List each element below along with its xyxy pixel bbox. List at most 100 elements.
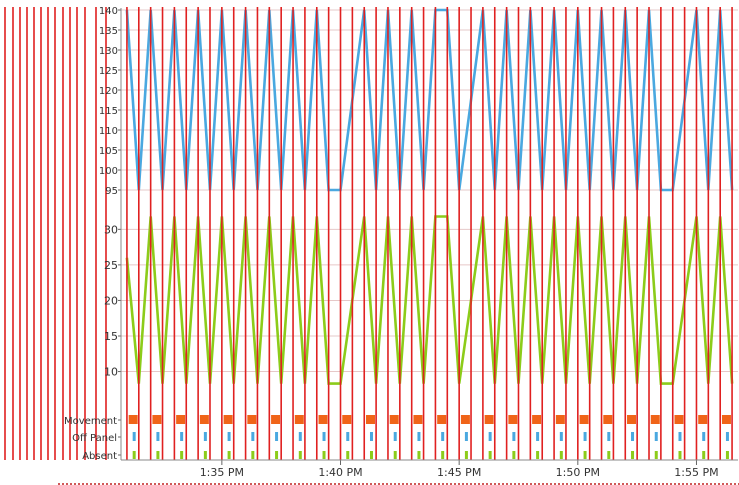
movement-mark xyxy=(721,415,731,424)
off-panel-mark xyxy=(536,432,540,441)
absent-mark xyxy=(298,451,302,459)
vertical-marker-layer xyxy=(4,7,733,460)
absent-mark xyxy=(512,451,516,459)
absent-mark xyxy=(156,451,160,459)
off-panel-mark xyxy=(298,432,302,441)
off-panel-mark xyxy=(702,432,706,441)
y-tick-label: 100 xyxy=(99,166,118,177)
movement-mark xyxy=(532,415,542,424)
y-tick-label: 30 xyxy=(104,223,118,236)
y-tick-label: 115 xyxy=(99,106,118,117)
movement-mark xyxy=(199,415,209,424)
movement-mark xyxy=(484,415,494,424)
off-panel-mark xyxy=(607,432,611,441)
off-panel-mark xyxy=(393,432,397,441)
absent-mark xyxy=(369,451,373,459)
y-tick-label: 140 xyxy=(99,6,118,17)
off-panel-mark xyxy=(156,432,160,441)
movement-mark xyxy=(555,415,565,424)
y-tick-label: 120 xyxy=(99,86,118,97)
absent-mark xyxy=(583,451,587,459)
off-panel-mark xyxy=(346,432,350,441)
movement-mark xyxy=(603,415,613,424)
off-panel-mark xyxy=(132,432,136,441)
off-panel-mark xyxy=(631,432,635,441)
absent-mark xyxy=(346,451,350,459)
y-tick-label: 135 xyxy=(99,26,118,37)
absent-mark xyxy=(725,451,729,459)
movement-mark xyxy=(294,415,304,424)
absent-mark xyxy=(488,451,492,459)
y-tick-label: 125 xyxy=(99,66,118,77)
movement-mark xyxy=(271,415,281,424)
movement-mark xyxy=(674,415,684,424)
axes-layer xyxy=(58,8,739,485)
y-tick-label: 110 xyxy=(99,126,118,137)
off-panel-mark xyxy=(203,432,207,441)
y-tick-label: 105 xyxy=(99,146,118,157)
movement-mark xyxy=(152,415,162,424)
absent-mark xyxy=(464,451,468,459)
off-panel-mark xyxy=(180,432,184,441)
movement-mark xyxy=(128,415,138,424)
movement-mark xyxy=(650,415,660,424)
event-category-label: Absent xyxy=(82,451,117,462)
off-panel-mark xyxy=(251,432,255,441)
absent-mark xyxy=(631,451,635,459)
off-panel-mark xyxy=(441,432,445,441)
y-tick-label: 15 xyxy=(104,330,118,343)
movement-mark xyxy=(437,415,447,424)
tick-labels-layer: 95 100 105 110 115 120 125 130 135 140 10 15 20 25 30 1… xyxy=(64,6,719,479)
y-tick-label: 20 xyxy=(104,294,118,307)
movement-mark xyxy=(318,415,328,424)
movement-mark xyxy=(579,415,589,424)
off-panel-mark xyxy=(512,432,516,441)
off-panel-mark xyxy=(488,432,492,441)
movement-mark xyxy=(389,415,399,424)
event-category-label: Off Panel xyxy=(72,433,117,444)
movement-mark xyxy=(223,415,233,424)
x-tick-label: 1:45 PM xyxy=(437,466,481,479)
off-panel-mark xyxy=(725,432,729,441)
y-tick-label: 10 xyxy=(104,366,118,379)
event-strip-layer xyxy=(128,415,731,459)
off-panel-mark xyxy=(464,432,468,441)
absent-mark xyxy=(559,451,563,459)
absent-mark xyxy=(251,451,255,459)
absent-mark xyxy=(322,451,326,459)
movement-mark xyxy=(413,415,423,424)
x-tick-label: 1:55 PM xyxy=(674,466,718,479)
movement-mark xyxy=(460,415,470,424)
series-layer xyxy=(125,8,734,385)
off-panel-mark xyxy=(322,432,326,441)
movement-mark xyxy=(698,415,708,424)
movement-mark xyxy=(176,415,186,424)
x-tick-label: 1:35 PM xyxy=(200,466,244,479)
x-tick-label: 1:50 PM xyxy=(556,466,600,479)
y-tick-label: 95 xyxy=(105,186,118,197)
absent-mark xyxy=(227,451,231,459)
off-panel-mark xyxy=(275,432,279,441)
x-tick-label: 1:40 PM xyxy=(318,466,362,479)
off-panel-mark xyxy=(583,432,587,441)
absent-mark xyxy=(275,451,279,459)
y-tick-label: 130 xyxy=(99,46,118,57)
movement-mark xyxy=(508,415,518,424)
off-panel-mark xyxy=(559,432,563,441)
absent-mark xyxy=(441,451,445,459)
absent-mark xyxy=(536,451,540,459)
off-panel-mark xyxy=(678,432,682,441)
absent-mark xyxy=(393,451,397,459)
absent-mark xyxy=(180,451,184,459)
absent-mark xyxy=(203,451,207,459)
movement-mark xyxy=(365,415,375,424)
event-category-label: Movement xyxy=(64,416,117,427)
off-panel-mark xyxy=(369,432,373,441)
absent-mark xyxy=(607,451,611,459)
absent-mark xyxy=(702,451,706,459)
series-line-1 xyxy=(125,8,734,192)
movement-mark xyxy=(627,415,637,424)
y-tick-label: 25 xyxy=(104,259,118,272)
off-panel-mark xyxy=(417,432,421,441)
